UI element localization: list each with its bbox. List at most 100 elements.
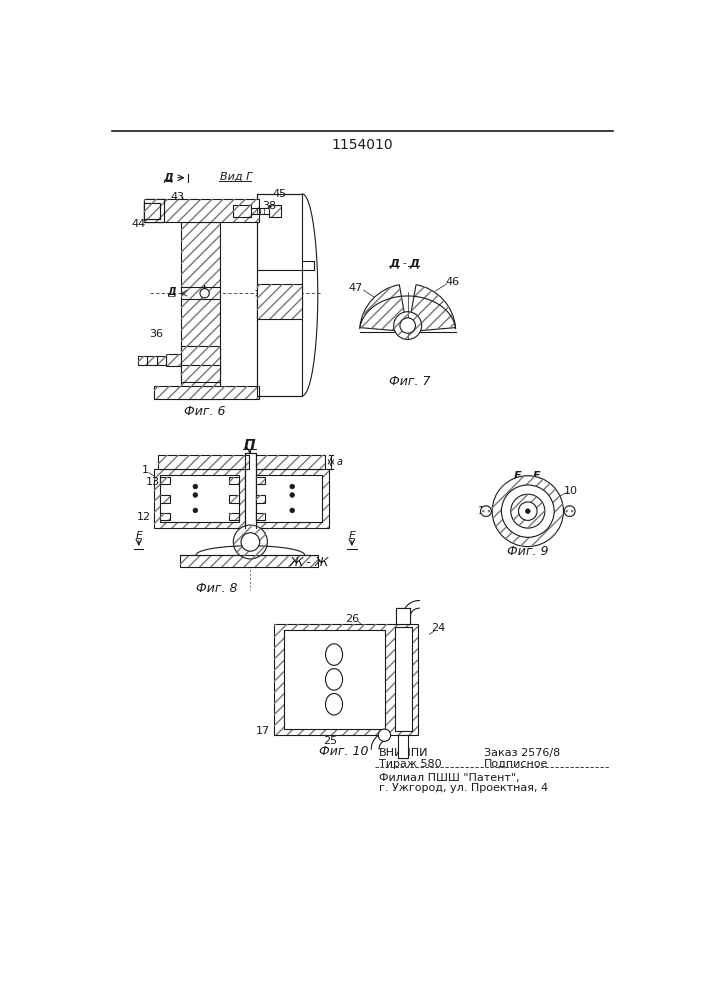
Bar <box>396 608 410 624</box>
Circle shape <box>193 508 198 513</box>
Bar <box>245 453 256 528</box>
Text: 13: 13 <box>146 477 160 487</box>
Circle shape <box>290 484 295 489</box>
Text: 25: 25 <box>323 736 337 746</box>
Circle shape <box>481 506 491 517</box>
Circle shape <box>193 493 198 497</box>
Text: E: E <box>532 471 540 481</box>
Bar <box>182 365 220 382</box>
Circle shape <box>525 509 530 513</box>
Bar <box>256 477 265 484</box>
Bar <box>144 203 160 219</box>
Bar <box>256 455 325 469</box>
Bar <box>269 205 281 217</box>
Circle shape <box>518 502 537 520</box>
Bar <box>257 284 303 319</box>
Bar <box>256 495 265 503</box>
Text: 38: 38 <box>262 201 276 211</box>
Bar <box>395 627 411 731</box>
Text: 44: 44 <box>132 219 146 229</box>
Bar <box>144 199 163 222</box>
Bar <box>230 477 239 484</box>
Text: E: E <box>349 531 356 541</box>
Text: 17: 17 <box>256 726 270 736</box>
Bar <box>256 455 325 469</box>
Bar <box>160 513 170 520</box>
Text: 24: 24 <box>431 623 446 633</box>
Bar <box>158 455 249 469</box>
Bar <box>144 199 259 222</box>
Text: E: E <box>514 471 522 481</box>
Ellipse shape <box>325 669 343 690</box>
Circle shape <box>200 289 209 298</box>
Circle shape <box>233 525 267 559</box>
Text: ВНИИПИ: ВНИИПИ <box>379 748 428 758</box>
Text: 1: 1 <box>141 465 148 475</box>
Text: Фиг. 7: Фиг. 7 <box>390 375 431 388</box>
Bar <box>158 455 249 469</box>
Text: 36: 36 <box>148 329 163 339</box>
Bar <box>182 346 220 374</box>
Circle shape <box>394 312 421 339</box>
Bar <box>274 624 418 735</box>
Bar <box>144 203 160 219</box>
Text: Филиал ПШШ "Патент",: Филиал ПШШ "Патент", <box>379 773 520 783</box>
Bar <box>166 354 182 366</box>
Bar <box>256 513 265 520</box>
Text: a: a <box>337 457 342 467</box>
Bar <box>233 205 251 217</box>
Circle shape <box>501 485 554 537</box>
Bar <box>230 495 239 503</box>
Text: Д: Д <box>390 258 399 268</box>
Text: 46: 46 <box>445 277 460 287</box>
Bar <box>397 735 409 758</box>
Text: 10: 10 <box>564 486 578 496</box>
Text: 9: 9 <box>263 494 270 504</box>
Bar <box>182 365 220 382</box>
Text: 14: 14 <box>201 458 216 468</box>
Bar <box>160 513 170 520</box>
Bar <box>256 469 329 528</box>
Bar <box>256 513 265 520</box>
Bar <box>230 513 239 520</box>
Bar <box>256 495 265 503</box>
Ellipse shape <box>325 644 343 665</box>
Text: 15: 15 <box>255 532 268 542</box>
Circle shape <box>564 506 575 517</box>
Bar <box>160 477 170 484</box>
Bar <box>269 205 281 217</box>
Text: Ж - Ж: Ж - Ж <box>289 556 329 569</box>
Bar <box>147 356 156 365</box>
Bar <box>256 477 265 484</box>
Bar <box>156 356 166 365</box>
Wedge shape <box>360 285 408 332</box>
Text: 1154010: 1154010 <box>331 138 393 152</box>
Bar <box>144 199 163 222</box>
Text: 43: 43 <box>170 192 185 202</box>
Bar <box>160 495 170 503</box>
Bar <box>156 356 166 365</box>
Bar <box>154 386 259 399</box>
Bar <box>138 356 147 365</box>
Text: Заказ 2576/8: Заказ 2576/8 <box>484 748 560 758</box>
Circle shape <box>193 484 198 489</box>
Bar <box>257 194 303 396</box>
Text: Фиг. 10: Фиг. 10 <box>320 745 369 758</box>
Ellipse shape <box>325 693 343 715</box>
Bar <box>138 356 147 365</box>
Bar <box>144 203 160 219</box>
Bar <box>182 222 220 399</box>
Bar <box>233 205 251 217</box>
Bar <box>180 555 317 567</box>
Text: -: - <box>525 471 529 481</box>
Bar <box>257 284 303 319</box>
Text: 11: 11 <box>281 487 296 497</box>
Bar <box>154 469 245 528</box>
Bar <box>182 222 220 399</box>
Text: 47: 47 <box>349 283 363 293</box>
Circle shape <box>290 493 295 497</box>
Text: Д: Д <box>163 173 173 183</box>
Circle shape <box>378 729 391 741</box>
Circle shape <box>290 508 295 513</box>
Text: Фиг. 6: Фиг. 6 <box>184 405 226 418</box>
